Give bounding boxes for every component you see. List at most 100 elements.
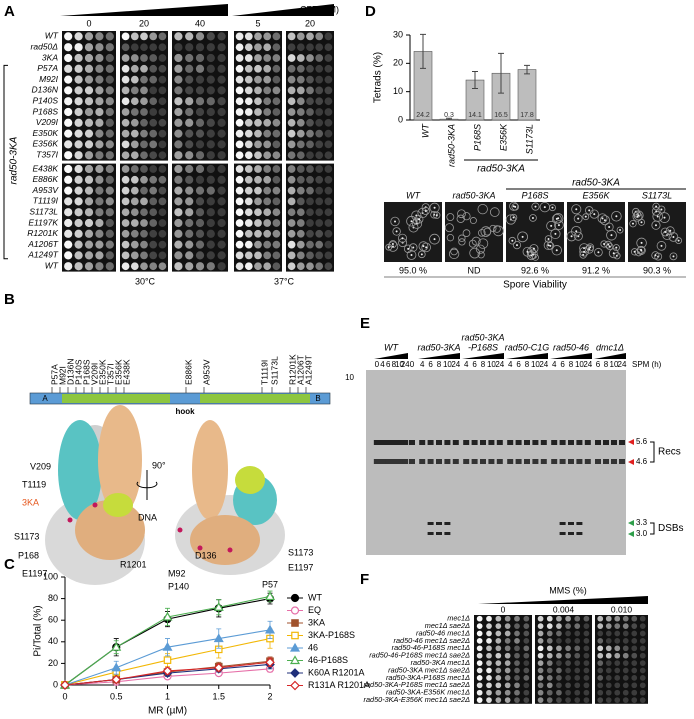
mutation-label: M92I [57,366,67,385]
cell [651,207,661,216]
spot [158,108,167,116]
spot [556,682,562,689]
spot [149,197,158,206]
spot [95,262,104,271]
band-arrow [628,459,634,465]
spot [546,667,553,674]
spot [263,219,272,227]
spore [420,253,423,256]
spot [504,645,511,652]
spot [185,229,194,238]
spot [235,151,244,160]
spot [95,107,104,117]
band [436,440,442,445]
bracket [3,64,8,260]
spot [514,682,520,689]
spot [254,108,262,116]
domain-label: A [42,394,48,403]
spot [605,652,612,659]
spot [296,86,305,95]
mutation-label: P168S [81,359,91,385]
band [427,459,434,464]
time-label: 6 [472,360,477,369]
spot [287,108,296,116]
spot [574,615,581,622]
spore [391,243,394,246]
spot [84,186,94,195]
spot [149,86,158,95]
group-label: rad50-C1G [505,342,550,352]
time-label: 8 [437,360,442,369]
spot [158,186,167,195]
spot [105,229,114,238]
spore [636,215,639,218]
spot [315,64,324,73]
structure [235,466,265,494]
spot [95,43,104,52]
band [576,440,583,445]
spot [185,197,194,206]
spot [158,118,167,127]
spot [315,54,324,62]
cell [429,233,440,245]
spot [244,240,253,249]
band [488,440,495,445]
spot [158,64,167,73]
spot [324,140,333,149]
spot [121,140,130,149]
spot [140,75,148,84]
panel-label: F [360,571,369,588]
time-label: 10 [395,360,404,369]
spot [235,64,244,73]
spore [633,250,636,253]
spot [306,129,314,138]
spot [574,638,581,644]
spot [185,151,194,160]
spot [84,140,94,149]
spot [476,660,483,666]
spot [622,660,629,666]
spot [74,151,83,160]
spot [244,251,253,260]
cell [632,207,640,216]
spot [583,689,590,696]
cell [549,204,556,212]
strain-label: rad50-3KA-P168S mec1Δ [386,673,470,682]
band [559,532,566,535]
mutation-label: R1201K [287,354,297,385]
spot [504,675,511,681]
spot [121,43,130,52]
mutation-label: E350K [97,359,107,385]
spore [612,252,615,255]
spot [476,623,483,629]
spore [654,224,657,227]
spot [324,43,333,52]
residue [177,527,183,533]
marker [265,657,275,668]
spot [565,697,571,703]
spot [64,107,73,117]
spot [622,682,629,689]
spot [296,43,305,52]
micrograph [445,202,503,262]
cell [409,243,418,252]
spot [84,229,94,238]
spot [537,652,544,659]
spot [306,86,314,95]
spot [64,129,73,138]
band [603,459,609,464]
spot [263,75,272,84]
spot [263,86,272,95]
band [611,440,617,445]
strain-label: T357I [36,149,58,159]
group-label: rad50-3KA [9,136,20,184]
spot [537,660,544,666]
spot [140,175,148,184]
cell [433,211,441,219]
spot [254,140,262,149]
spot [140,229,148,238]
band [390,440,397,445]
spot [95,64,104,73]
spot [95,151,104,160]
spot [195,208,205,217]
